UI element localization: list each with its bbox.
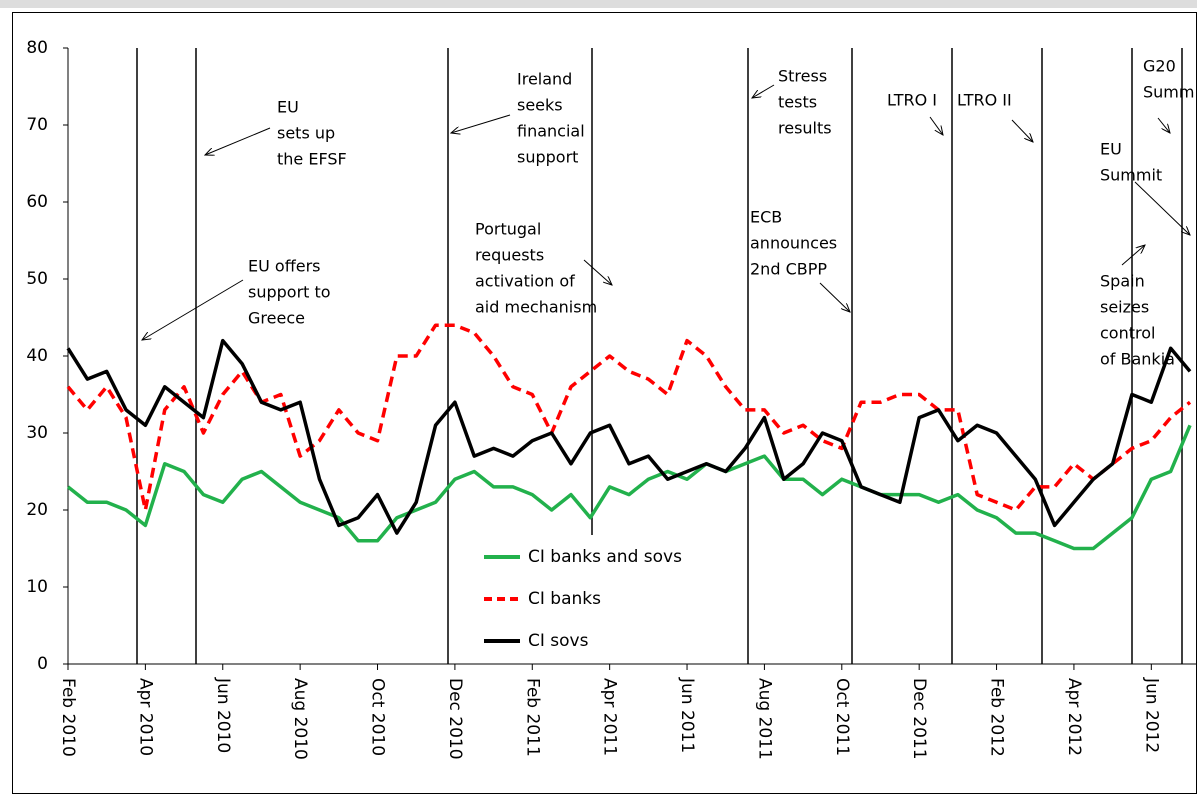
annotation-arrow: [752, 84, 775, 98]
y-tick-label: 70: [26, 115, 48, 135]
x-tick-label: Oct 2010: [368, 678, 388, 756]
annotation: LTRO I: [887, 91, 937, 110]
annotation-arrow: [1134, 181, 1190, 235]
annotation: aid mechanism: [475, 298, 597, 317]
y-tick-label: 0: [37, 654, 48, 674]
x-tick-label: Jun 2012: [1141, 677, 1161, 753]
annotation-arrow: [929, 116, 943, 135]
annotation: the EFSF: [277, 150, 347, 169]
annotation-arrow: [451, 114, 511, 133]
annotation: EU: [277, 98, 299, 117]
caption-strip: [0, 0, 1197, 8]
legend-label: CI banks and sovs: [528, 547, 682, 567]
legend-label: CI sovs: [528, 631, 589, 651]
annotation: support to: [248, 283, 331, 302]
annotation: requests: [475, 246, 544, 265]
y-tick-label: 50: [26, 269, 48, 289]
x-tick-label: Aug 2011: [754, 678, 774, 760]
x-tick-label: Jun 2011: [677, 677, 697, 753]
x-tick-label: Apr 2010: [135, 678, 155, 756]
x-tick-label: Aug 2010: [290, 678, 310, 760]
y-tick-label: 10: [26, 577, 48, 597]
y-tick-label: 30: [26, 423, 48, 443]
y-tick-label: 20: [26, 500, 48, 520]
annotation-arrow: [1121, 245, 1145, 266]
annotation: ECB: [750, 208, 782, 227]
x-tick-label: Feb 2010: [58, 678, 78, 757]
annotation-arrow: [583, 259, 612, 285]
annotation: seeks: [517, 96, 563, 115]
x-tick-label: Jun 2010: [213, 677, 233, 753]
annotation: G20: [1143, 57, 1176, 76]
annotation: sets up: [277, 124, 335, 143]
legend-label: CI banks: [528, 589, 601, 609]
annotation: Stress: [778, 67, 827, 86]
annotation-arrow: [142, 279, 244, 340]
annotation: activation of: [475, 272, 575, 291]
annotation: 2nd CBPP: [750, 260, 827, 279]
annotation-arrow: [819, 282, 850, 312]
x-tick-label: Dec 2010: [445, 678, 465, 760]
annotation: Spain: [1100, 272, 1145, 291]
annotation: LTRO II: [957, 91, 1012, 110]
annotation: EU: [1100, 140, 1122, 159]
annotation: results: [778, 119, 832, 138]
y-tick-label: 60: [26, 192, 48, 212]
series-line: [66, 338, 1192, 535]
x-tick-label: Oct 2011: [832, 678, 852, 756]
annotation: support: [517, 148, 578, 167]
annotation: of Bankia: [1100, 350, 1175, 369]
x-tick-label: Dec 2011: [909, 678, 929, 760]
annotation: seizes: [1100, 298, 1149, 317]
annotation-arrow: [205, 127, 271, 155]
series-line: [66, 323, 1192, 512]
annotation: EU offers: [248, 257, 320, 276]
x-tick-label: Apr 2012: [1064, 678, 1084, 756]
annotation: control: [1100, 324, 1155, 343]
y-tick-label: 40: [26, 346, 48, 366]
annotation: Ireland: [517, 70, 572, 89]
annotation-arrow: [1157, 117, 1170, 133]
x-tick-label: Feb 2011: [522, 678, 542, 757]
annotation: announces: [750, 234, 837, 253]
annotation: Portugal: [475, 220, 541, 239]
series-line: [66, 424, 1192, 551]
annotation: Greece: [248, 309, 305, 328]
annotation-arrow: [1011, 119, 1033, 142]
x-tick-label: Apr 2011: [600, 678, 620, 756]
x-tick-label: Feb 2012: [987, 678, 1007, 757]
annotation: tests: [778, 93, 817, 112]
annotation: Summit: [1143, 83, 1197, 102]
y-tick-label: 80: [26, 38, 48, 58]
annotation: financial: [517, 122, 585, 141]
annotation: Summit: [1100, 166, 1162, 185]
